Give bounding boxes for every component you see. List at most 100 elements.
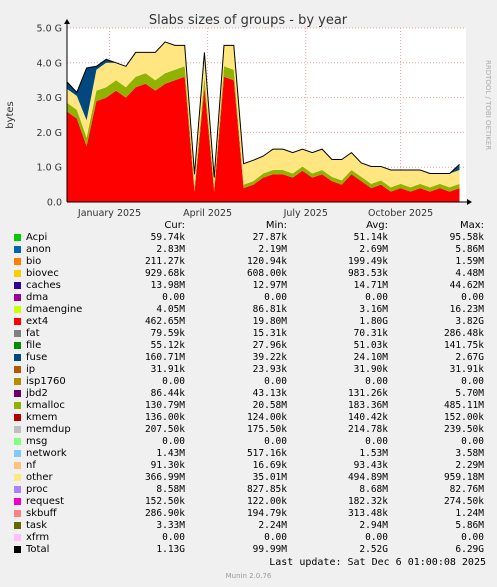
legend-series-name: Total: [26, 544, 50, 555]
legend-min-value: 827.85k: [246, 484, 287, 495]
legend-cur-value: 2.83M: [156, 244, 185, 255]
legend-series-name: network: [26, 448, 67, 459]
legend-swatch: [14, 414, 21, 421]
x-tick-label: April 2025: [183, 208, 232, 219]
legend-swatch: [14, 342, 21, 349]
legend-min-value: 120.94k: [246, 256, 287, 267]
legend-max-value: 2.29M: [455, 460, 484, 471]
y-tick-label: 4.0 G: [37, 58, 63, 69]
legend-series-name: biovec: [26, 268, 59, 279]
legend-min-value: 2.19M: [258, 244, 287, 255]
legend-row-jbd2: jbd2 86.44k 43.13k 131.26k 5.70M: [0, 388, 497, 400]
legend-min-value: 27.96k: [252, 340, 287, 351]
chart-title: Slabs sizes of groups - by year: [149, 13, 348, 28]
y-axis-label: bytes: [5, 101, 16, 129]
legend-series-name: fat: [26, 328, 40, 339]
legend-min-value: 86.81k: [252, 304, 287, 315]
legend-avg-value: 14.71M: [353, 280, 388, 291]
legend-row-request: request 152.50k 122.00k 182.32k 274.50k: [0, 496, 497, 508]
legend-series-name: kmalloc: [26, 400, 65, 411]
legend-row-biovec: biovec 929.68k 608.00k 983.53k 4.48M: [0, 268, 497, 280]
legend-cur-value: 152.50k: [144, 496, 185, 507]
legend-series-name: dmaengine: [26, 304, 83, 315]
last-update: Last update: Sat Dec 6 01:00:08 2025: [269, 557, 486, 568]
legend-cur-value: 31.91k: [150, 364, 185, 375]
y-tick-label: 0.0: [47, 198, 62, 209]
legend-max-value: 5.70M: [455, 388, 484, 399]
legend-series-name: skbuff: [26, 508, 57, 519]
legend-min-value: 43.13k: [252, 388, 287, 399]
legend-cur-value: 0.00: [162, 532, 185, 543]
legend-cur-value: 4.05M: [156, 304, 185, 315]
legend-row-kmalloc: kmalloc 130.79M 20.58M 183.36M 485.11M: [0, 400, 497, 412]
legend-max-value: 485.11M: [443, 400, 484, 411]
legend-max-value: 6.29G: [455, 544, 484, 555]
legend-series-name: file: [26, 340, 42, 351]
legend-cur-value: 136.00k: [144, 412, 185, 423]
legend-row-anon: anon 2.83M 2.19M 2.69M 5.86M: [0, 244, 497, 256]
legend-cur-value: 0.00: [162, 436, 185, 447]
y-tick-label: 2.0 G: [37, 128, 63, 139]
legend-swatch: [14, 486, 21, 493]
legend-max-value: 959.18M: [443, 472, 484, 483]
legend-min-value: 608.00k: [246, 268, 287, 279]
legend-max-value: 152.00k: [443, 412, 484, 423]
legend-cur-value: 59.74k: [150, 232, 185, 243]
y-tick-label: 1.0 G: [37, 163, 63, 174]
y-tick-label: 5.0 G: [37, 24, 63, 35]
legend-cur-value: 13.98M: [150, 280, 185, 291]
legend-min-value: 16.69k: [252, 460, 287, 471]
munin-version: Munin 2.0.76: [225, 572, 272, 580]
x-axis-arrow: [467, 199, 472, 205]
legend-row-dma: dma 0.00 0.00 0.00 0.00: [0, 292, 497, 304]
legend-row-msg: msg 0.00 0.00 0.00 0.00: [0, 436, 497, 448]
legend-series-name: jbd2: [26, 388, 48, 399]
legend-series-name: memdup: [26, 424, 71, 435]
legend-max-value: 286.48k: [443, 328, 484, 339]
rrdtool-watermark: RRDTOOL / TOBI OETIKER: [484, 60, 492, 150]
legend-cur-value: 91.30k: [150, 460, 185, 471]
total-line: [66, 41, 460, 178]
y-tick-label: 3.0 G: [37, 93, 63, 104]
legend-max-value: 4.48M: [455, 268, 484, 279]
legend-row-fat: fat 79.59k 15.31k 70.31k 286.48k: [0, 328, 497, 340]
legend-avg-value: 131.26k: [347, 388, 388, 399]
y-axis-arrow: [64, 19, 70, 24]
legend-cur-value: 160.71M: [144, 352, 185, 363]
legend-max-value: 1.59M: [455, 256, 484, 267]
legend-series-name: ip: [26, 364, 36, 375]
legend-swatch: [14, 510, 21, 517]
plot-area: 0.0 1.0 G 2.0 G 3.0 G 4.0 G 5.0 G January 2025…: [37, 19, 472, 219]
legend-max-value: 95.58k: [449, 232, 484, 243]
legend-max-value: 82.76M: [449, 484, 484, 495]
legend-row-memdup: memdup 207.50k 175.50k 214.78k 239.50k: [0, 424, 497, 436]
legend-avg-value: 51.14k: [353, 232, 388, 243]
legend-swatch: [14, 546, 21, 553]
legend-avg-value: 199.49k: [347, 256, 388, 267]
legend-avg-value: 31.90k: [353, 364, 388, 375]
legend-max-value: 0.00: [461, 292, 484, 303]
legend-swatch: [14, 234, 21, 241]
legend-row-dmaengine: dmaengine 4.05M 86.81k 3.16M 16.23M: [0, 304, 497, 316]
legend-row-bio: bio 211.27k 120.94k 199.49k 1.59M: [0, 256, 497, 268]
legend-series-name: ext4: [26, 316, 49, 327]
legend-row-file: file 55.12k 27.96k 51.03k 141.75k: [0, 340, 497, 352]
legend-avg-value: 183.36M: [347, 400, 388, 411]
legend-row-total: Total 1.13G 99.99M 2.52G 6.29G: [0, 544, 497, 556]
legend-cur-value: 462.65M: [144, 316, 185, 327]
legend-series-name: other: [26, 472, 53, 483]
header-cur: Cur:: [164, 220, 185, 231]
legend-row-skbuff: skbuff 286.90k 194.79k 313.48k 1.24M: [0, 508, 497, 520]
legend-series-name: task: [26, 520, 48, 531]
header-min: Min:: [265, 220, 287, 231]
legend-series-name: request: [26, 496, 65, 507]
legend-series-name: msg: [26, 436, 48, 447]
legend-cur-value: 79.59k: [150, 328, 185, 339]
legend-max-value: 2.67G: [455, 352, 484, 363]
legend-min-value: 0.00: [264, 436, 287, 447]
legend-swatch: [14, 294, 21, 301]
x-tick-label: July 2025: [283, 208, 328, 219]
legend-avg-value: 0.00: [365, 436, 388, 447]
legend-series-name: anon: [26, 244, 51, 255]
legend-cur-value: 286.90k: [144, 508, 185, 519]
